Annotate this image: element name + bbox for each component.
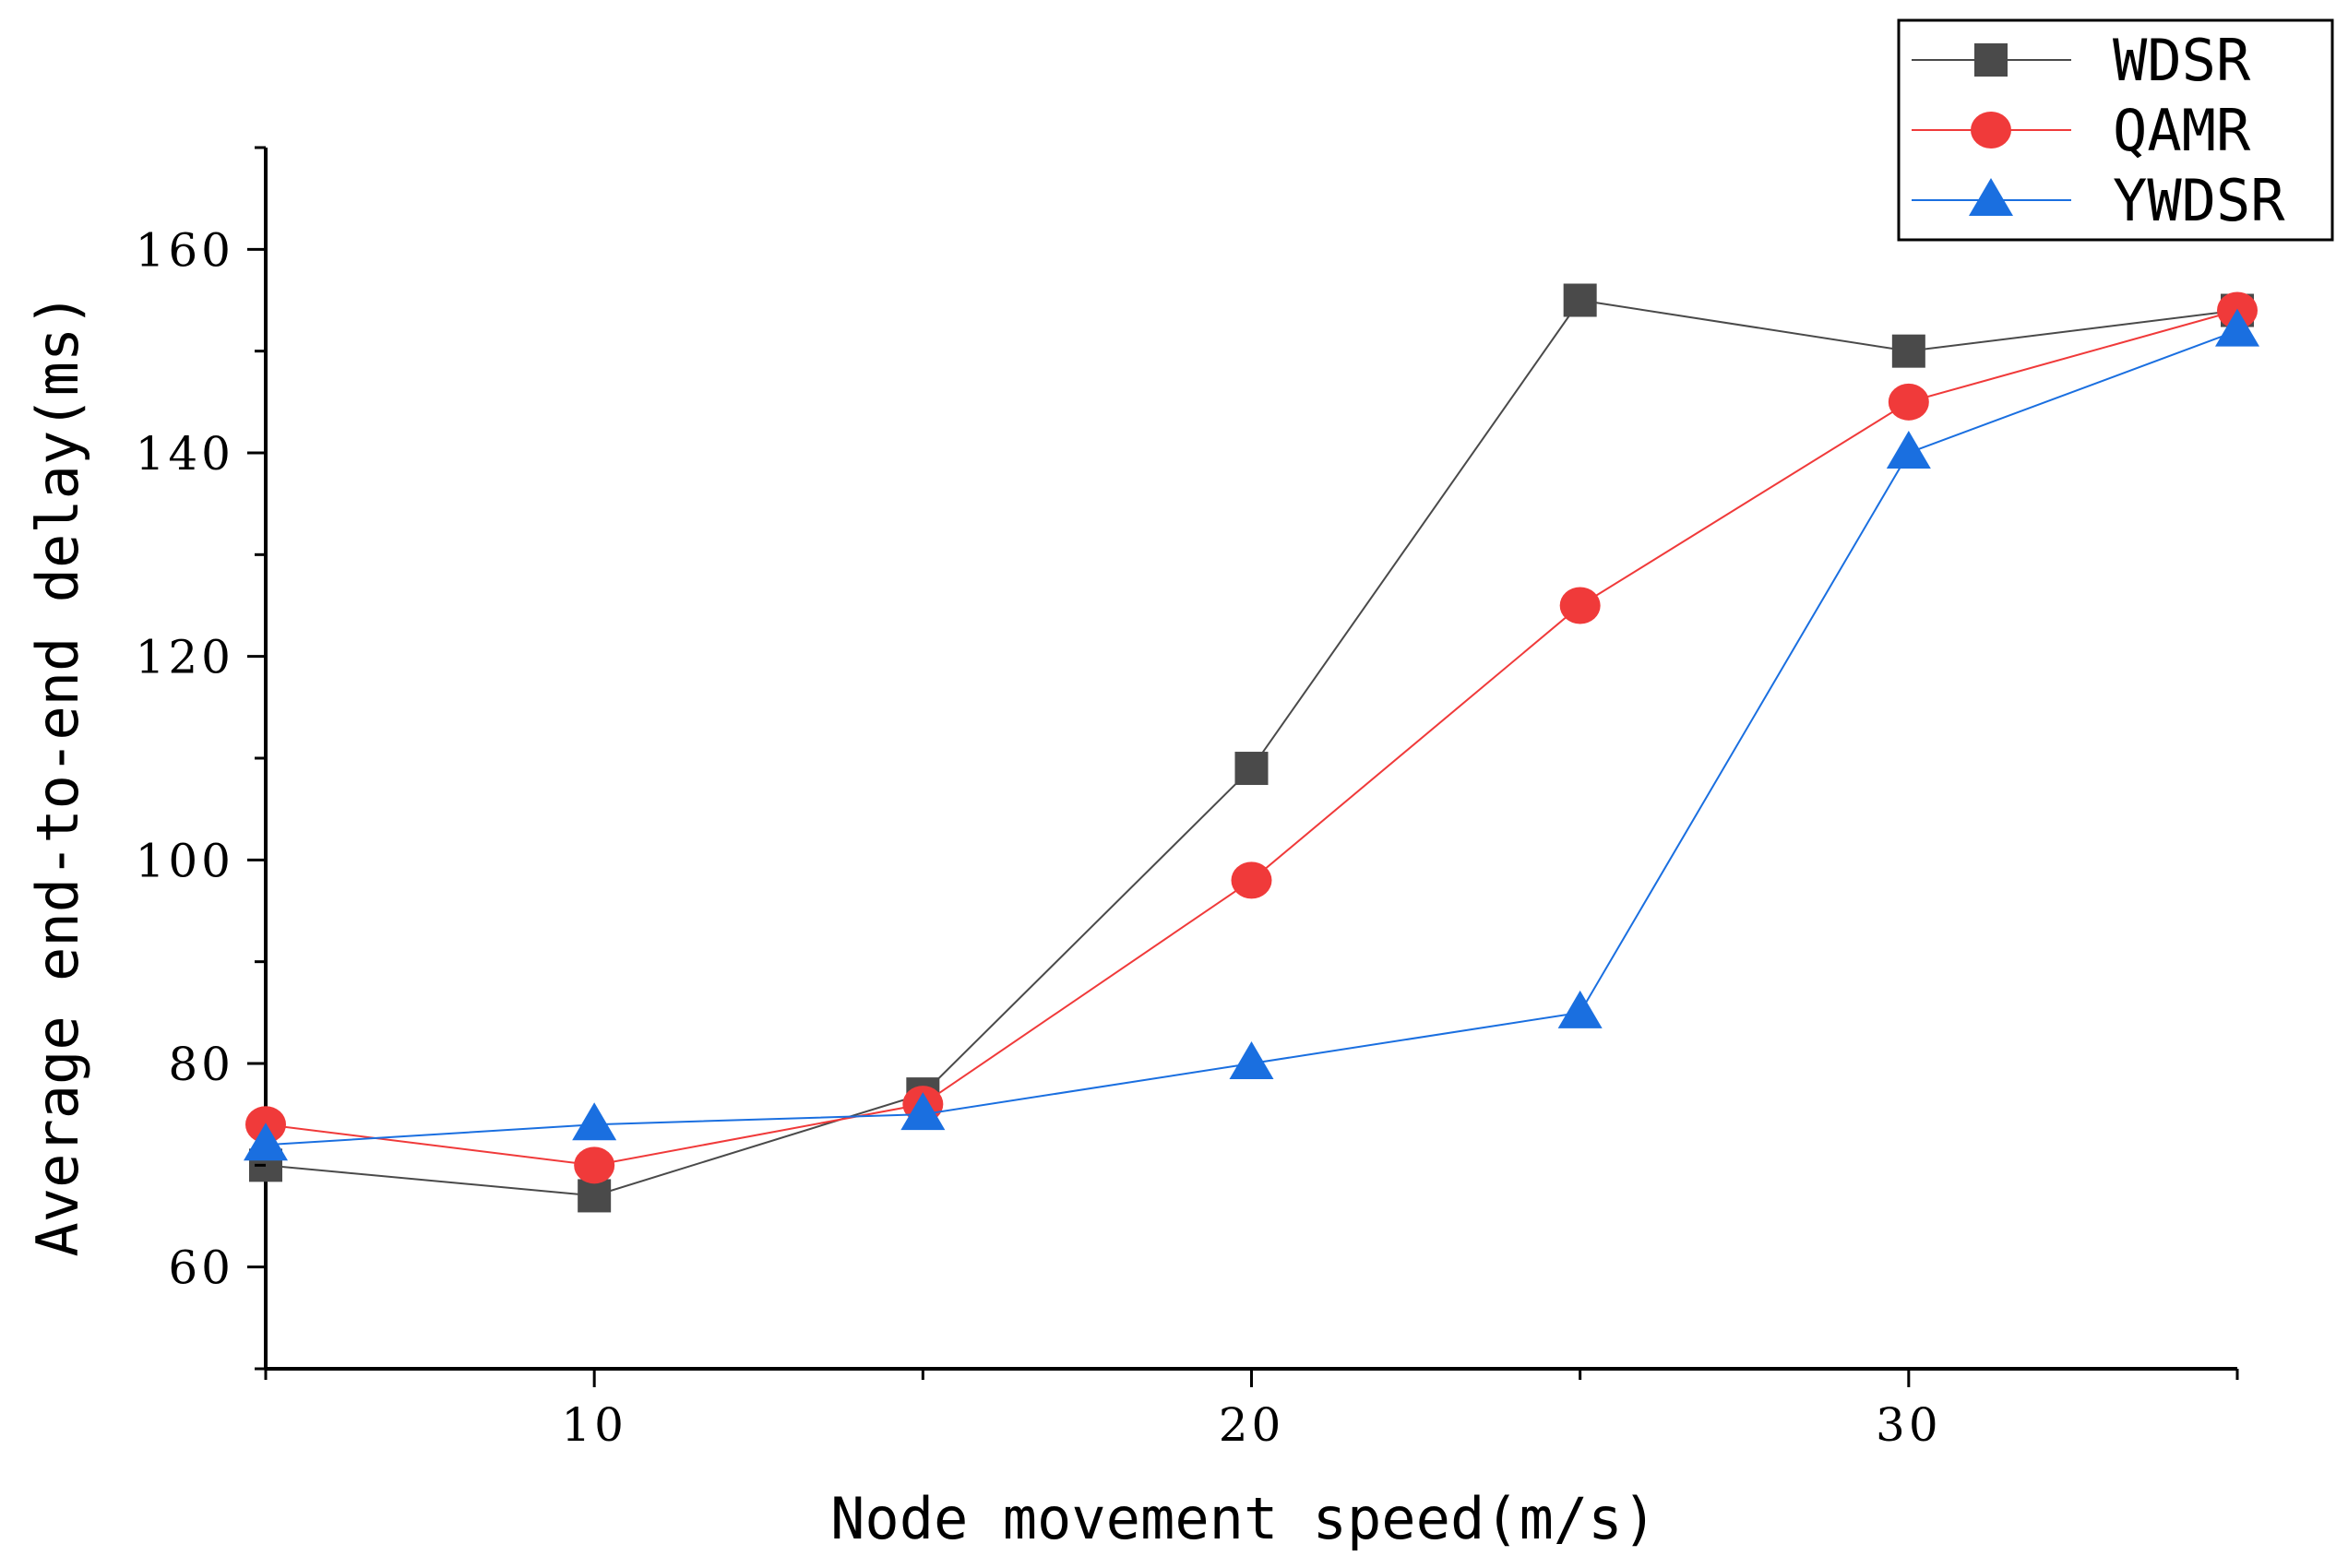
data-point-wdsr <box>1234 752 1269 786</box>
data-point-qamr <box>1559 587 1601 624</box>
ticks-layer: 60 80 100 120 140 160 10 20 30 <box>136 146 2239 1452</box>
legend-marker-qamr <box>1971 112 2011 148</box>
legend-item-wdsr: WDSR <box>1912 27 2251 94</box>
data-point-ywdsr <box>2215 308 2259 347</box>
data-point-wdsr <box>578 1179 612 1213</box>
legend-item-ywdsr: YWDSR <box>1912 167 2285 234</box>
legend-label-ywdsr: YWDSR <box>2113 167 2285 234</box>
y-tick-label: 160 <box>136 223 234 277</box>
y-tick-label: 100 <box>136 834 234 887</box>
y-tick-label: 140 <box>136 427 234 481</box>
x-tick-label: 20 <box>1219 1398 1285 1452</box>
data-point-ywdsr <box>1229 1041 1274 1079</box>
legend-label-wdsr: WDSR <box>2113 27 2251 94</box>
x-tick-label: 10 <box>561 1398 627 1452</box>
series-layer <box>244 283 2259 1213</box>
legend-item-qamr: QAMR <box>1912 97 2251 164</box>
series-line-ywdsr <box>265 329 2238 1146</box>
data-point-qamr <box>574 1146 615 1184</box>
x-axis-title: Node movement speed(m/s) <box>830 1485 1657 1552</box>
y-axis-title: Average end-to-end delay(ms) <box>24 292 91 1256</box>
legend-label-qamr: QAMR <box>2113 97 2251 164</box>
data-point-ywdsr <box>1886 431 1931 469</box>
y-tick-label: 60 <box>168 1241 234 1295</box>
data-point-ywdsr <box>572 1102 617 1141</box>
legend-marker-wdsr <box>1974 43 2008 77</box>
series-line-qamr <box>265 309 2238 1167</box>
data-point-qamr <box>1231 861 1272 899</box>
y-tick-label: 120 <box>136 631 234 684</box>
data-point-wdsr <box>1891 334 1925 368</box>
data-point-ywdsr <box>1557 990 1603 1028</box>
data-point-ywdsr <box>900 1092 946 1131</box>
legend-marker-ywdsr <box>1969 178 2013 216</box>
data-point-ywdsr <box>244 1123 288 1161</box>
data-point-wdsr <box>1563 283 1597 317</box>
series-ywdsr <box>244 308 2259 1161</box>
x-tick-label: 30 <box>1876 1398 1942 1452</box>
y-tick-label: 80 <box>168 1038 234 1091</box>
data-point-qamr <box>1888 383 1929 421</box>
